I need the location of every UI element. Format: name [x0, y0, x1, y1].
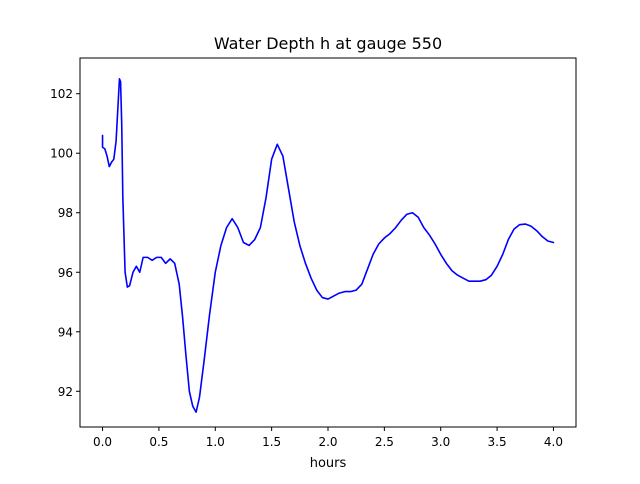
x-tick-label: 3.0	[431, 435, 450, 449]
x-tick-label: 4.0	[544, 435, 563, 449]
y-tick-label: 92	[58, 385, 73, 399]
x-tick-label: 1.5	[262, 435, 281, 449]
y-tick-label: 102	[50, 87, 73, 101]
y-tick-label: 94	[58, 325, 73, 339]
x-tick-label: 2.5	[375, 435, 394, 449]
y-tick-label: 98	[58, 206, 73, 220]
plot-area	[101, 78, 555, 413]
x-axis-label: hours	[310, 456, 347, 471]
y-axis: 92 94 96 98 100 102	[50, 87, 80, 399]
axes-frame	[79, 57, 577, 428]
x-tick-label: 0.0	[93, 435, 112, 449]
x-tick-label: 3.5	[488, 435, 507, 449]
y-tick-label: 96	[58, 266, 73, 280]
x-axis: 0.0 0.5 1.0 1.5 2.0 2.5 3.0 3.5 4.0	[93, 427, 563, 449]
series-line-0	[101, 78, 555, 413]
x-tick-label: 1.0	[206, 435, 225, 449]
y-tick-label: 100	[50, 147, 73, 161]
chart-title: Water Depth h at gauge 550	[214, 34, 442, 53]
x-tick-label: 0.5	[149, 435, 168, 449]
x-tick-label: 2.0	[318, 435, 337, 449]
